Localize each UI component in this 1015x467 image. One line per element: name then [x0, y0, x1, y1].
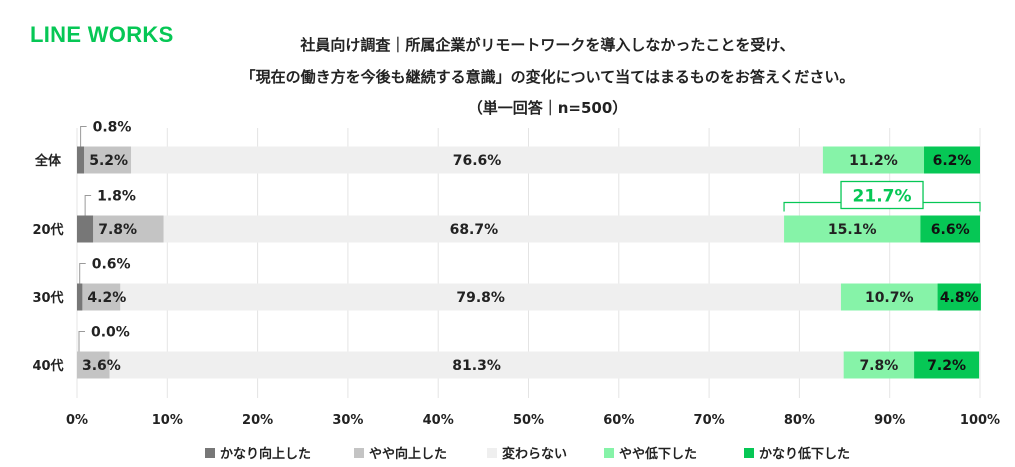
leader-line: [79, 263, 86, 284]
leader-line: [84, 195, 92, 216]
legend-swatch: [487, 448, 497, 458]
annotation-label: 21.7%: [853, 187, 912, 207]
value-label: 68.7%: [450, 222, 499, 238]
value-label: 0.6%: [92, 257, 131, 273]
leader-line: [78, 331, 85, 352]
legend-swatch: [205, 448, 215, 458]
value-label: 10.7%: [865, 290, 914, 306]
value-label: 0.8%: [93, 120, 132, 136]
value-label: 3.6%: [82, 358, 121, 374]
bar-segment: [109, 351, 844, 379]
value-label: 1.8%: [97, 189, 136, 205]
bars: [77, 146, 981, 379]
legend-label: かなり低下した: [759, 446, 850, 462]
legend-label: かなり向上した: [220, 446, 311, 462]
value-label: 4.8%: [940, 290, 979, 306]
value-labels: 0.8% 5.2% 76.6% 11.2% 6.2% 1.8% 7.8% 68.7% 15.1%…: [78, 120, 981, 374]
bar-segment: [77, 215, 94, 243]
legend-swatch: [354, 448, 364, 458]
x-tick-label: 20%: [242, 413, 273, 428]
bar-segment: [784, 215, 921, 243]
value-label: 5.2%: [89, 153, 128, 169]
x-tick-label: 50%: [513, 413, 544, 428]
x-tick-label: 10%: [152, 413, 183, 428]
category-label: 40代: [32, 358, 63, 374]
category-label: 全体: [34, 153, 62, 169]
x-tick-label: 80%: [784, 413, 815, 428]
bar-segment: [82, 283, 121, 311]
chart-title-line-2: 「現在の働き方を今後も継続する意識」の変化について当てはまるものをお答えください…: [240, 68, 855, 86]
bar-segment: [77, 146, 85, 174]
bar-segment: [93, 215, 164, 243]
leader-line: [80, 126, 87, 147]
legend-label: やや向上した: [369, 446, 447, 462]
x-tick-label: 100%: [960, 413, 1000, 428]
chart-title-line-3: （単一回答｜n=500）: [467, 99, 628, 117]
value-label: 7.2%: [927, 358, 966, 374]
category-label: 30代: [32, 290, 63, 306]
x-tick-label: 30%: [332, 413, 363, 428]
value-label: 79.8%: [456, 290, 505, 306]
chart-title-line-1: 社員向け調査｜所属企業がリモートワークを導入しなかったことを受け、: [300, 36, 795, 54]
bar-segment: [77, 283, 83, 311]
bar-segment: [914, 351, 980, 379]
value-label: 15.1%: [828, 222, 877, 238]
x-tick-label: 40%: [423, 413, 454, 428]
legend-swatch: [744, 448, 754, 458]
x-axis-ticks: 0% 10% 20% 30% 40% 50% 60% 70% 80% 90% 100%: [66, 413, 1000, 428]
bar-segment: [131, 146, 823, 174]
bar-segment: [77, 351, 110, 379]
bar-segment: [924, 146, 980, 174]
brand-logo: LINE WORKS: [30, 22, 174, 47]
legend-label: 変わらない: [502, 446, 567, 462]
x-tick-label: 60%: [603, 413, 634, 428]
x-tick-label: 0%: [66, 413, 88, 428]
value-label: 11.2%: [849, 153, 898, 169]
legend-swatch: [604, 448, 614, 458]
value-label: 81.3%: [452, 358, 501, 374]
bar-segment: [843, 351, 915, 379]
bar-segment: [840, 283, 938, 311]
value-label: 0.0%: [91, 325, 130, 341]
value-label: 7.8%: [98, 222, 137, 238]
bar-segment: [822, 146, 925, 174]
value-label: 76.6%: [453, 153, 502, 169]
legend: かなり向上した やや向上した 変わらない やや低下した かなり低下した: [205, 446, 850, 462]
category-labels: 全体 20代 30代 40代: [32, 153, 63, 374]
value-label: 4.2%: [87, 290, 126, 306]
category-label: 20代: [32, 222, 63, 238]
bar-segment: [937, 283, 981, 311]
x-tick-label: 70%: [694, 413, 725, 428]
value-label: 6.2%: [933, 153, 972, 169]
value-label: 6.6%: [931, 222, 970, 238]
legend-label: やや低下した: [619, 446, 697, 462]
x-tick-label: 90%: [874, 413, 905, 428]
bar-segment: [84, 146, 132, 174]
value-label: 7.8%: [859, 358, 898, 374]
bar-segment: [120, 283, 841, 311]
bar-segment: [163, 215, 785, 243]
bar-segment: [920, 215, 980, 243]
annotation-box: [840, 180, 924, 210]
